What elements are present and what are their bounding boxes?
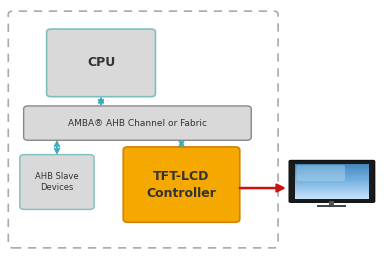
Bar: [295, 197, 369, 198]
Bar: [295, 171, 369, 172]
Bar: [295, 182, 369, 183]
Bar: [295, 195, 369, 196]
FancyBboxPatch shape: [20, 155, 94, 210]
Bar: [295, 165, 369, 166]
Bar: [295, 184, 369, 185]
Bar: [295, 170, 369, 171]
Text: AMBA® AHB Channel or Fabric: AMBA® AHB Channel or Fabric: [68, 119, 207, 128]
Bar: [295, 166, 369, 167]
Bar: [295, 168, 369, 169]
FancyBboxPatch shape: [289, 161, 375, 202]
Bar: [295, 175, 369, 176]
Bar: [295, 174, 369, 175]
Bar: [295, 180, 369, 181]
Bar: [295, 177, 369, 178]
Bar: [295, 176, 369, 177]
Bar: [329, 201, 334, 205]
Bar: [295, 188, 369, 189]
Bar: [295, 164, 369, 165]
Bar: [295, 186, 369, 188]
Bar: [295, 181, 369, 182]
Bar: [295, 194, 369, 195]
Bar: [295, 196, 369, 197]
Bar: [295, 191, 369, 192]
Bar: [295, 173, 369, 174]
Text: TFT-LCD
Controller: TFT-LCD Controller: [147, 170, 217, 200]
Text: CPU: CPU: [87, 56, 115, 69]
Bar: [295, 185, 369, 186]
FancyBboxPatch shape: [24, 106, 251, 140]
Bar: [295, 178, 369, 179]
Bar: [295, 167, 369, 168]
FancyBboxPatch shape: [47, 29, 156, 97]
Bar: [295, 172, 369, 173]
FancyBboxPatch shape: [296, 165, 345, 181]
Bar: [295, 198, 369, 199]
Bar: [295, 190, 369, 191]
Bar: [295, 179, 369, 180]
Bar: [295, 189, 369, 190]
Bar: [295, 183, 369, 184]
Bar: [318, 205, 346, 207]
Bar: [295, 192, 369, 193]
FancyBboxPatch shape: [123, 147, 240, 222]
Text: AHB Slave
Devices: AHB Slave Devices: [35, 172, 79, 192]
Bar: [295, 193, 369, 194]
Bar: [295, 169, 369, 170]
